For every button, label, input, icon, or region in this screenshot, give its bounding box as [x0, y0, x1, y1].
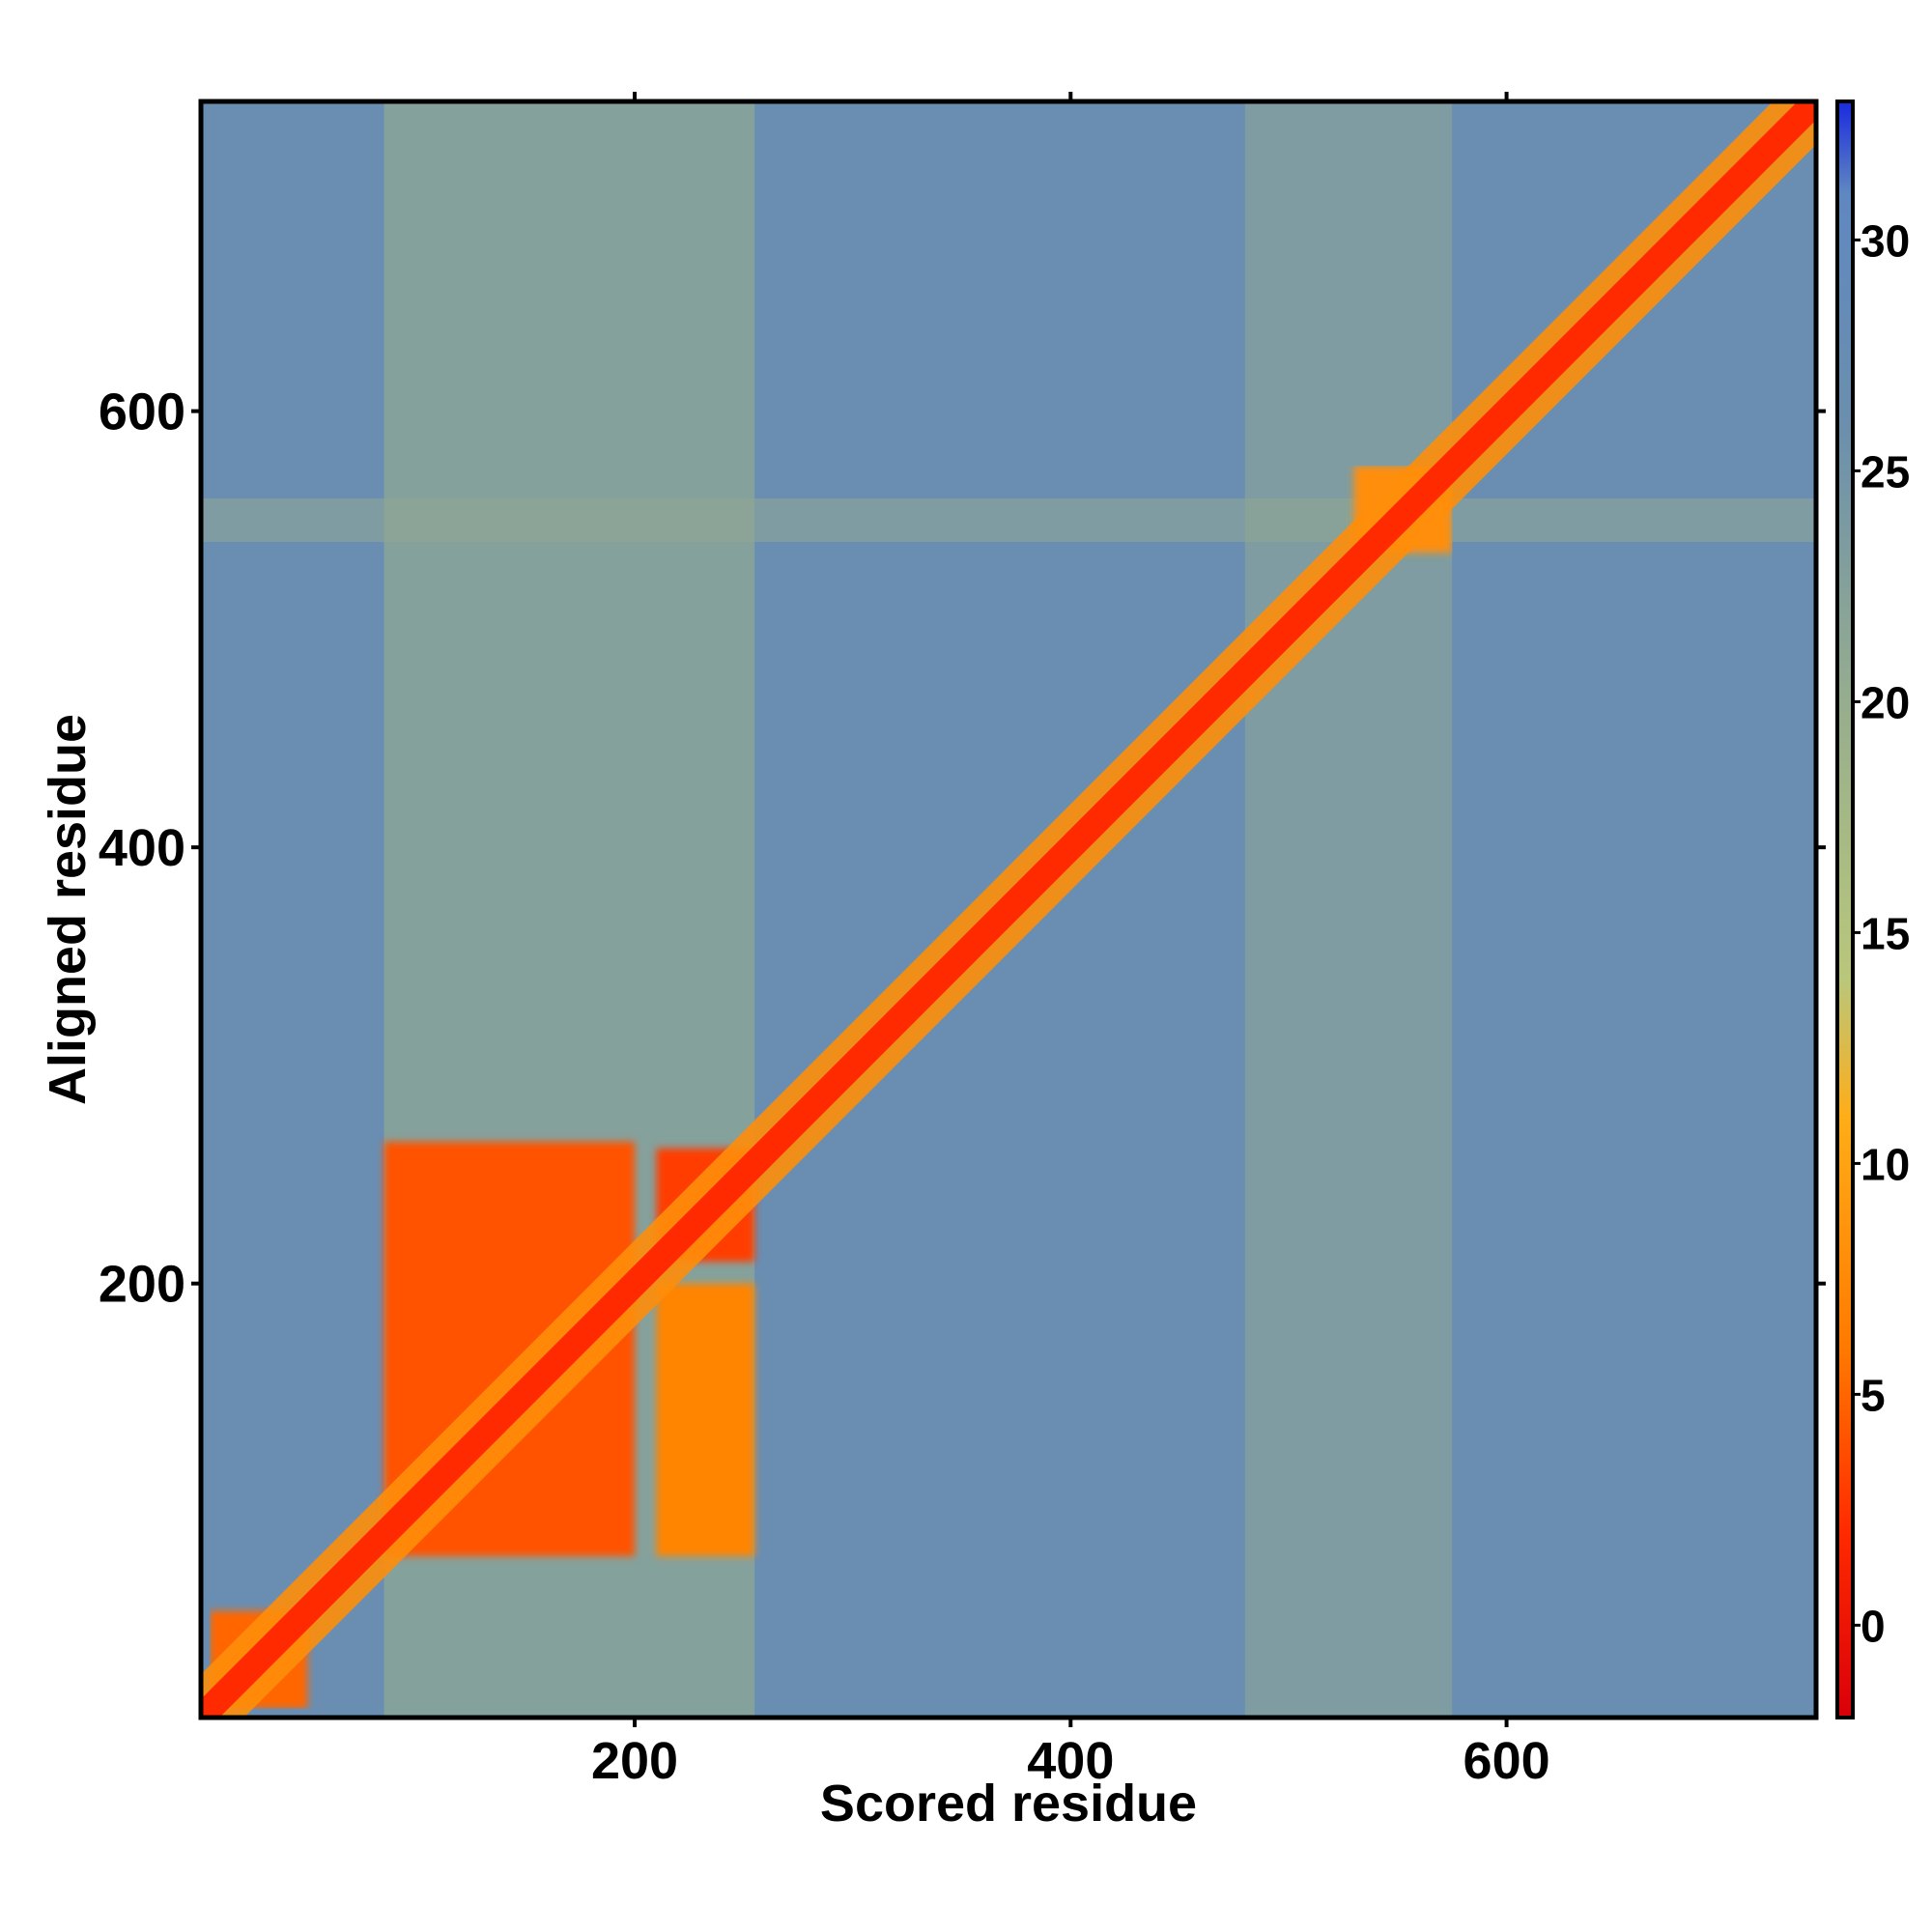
x-tick-label: 200 — [591, 1732, 678, 1790]
x-tick-label: 600 — [1463, 1732, 1550, 1790]
colorbar-tick-label: 30 — [1861, 215, 1910, 266]
y-tick-label: 400 — [99, 819, 185, 877]
colorbar-tick-label: 5 — [1861, 1370, 1886, 1420]
colorbar: 0 5 10 15 20 25 30 — [1835, 99, 1910, 1719]
colorbar-tick-label: 0 — [1861, 1601, 1886, 1651]
y-axis-ticks: 200 400 600 — [99, 384, 1826, 1314]
heatmap-band-2 — [201, 497, 1816, 543]
colorbar-tick-label: 25 — [1861, 446, 1910, 497]
colorbar-tick-label: 10 — [1861, 1139, 1910, 1189]
x-axis-title: Scored residue — [820, 1775, 1197, 1833]
y-tick-label: 200 — [99, 1256, 185, 1314]
heatmap-diagonal — [201, 101, 1816, 1718]
colorbar-tick-label: 15 — [1861, 908, 1910, 958]
colorbar-tick-label: 20 — [1861, 677, 1910, 727]
colorbar-frame — [1835, 99, 1855, 1719]
y-tick-label: 600 — [99, 384, 185, 441]
x-tick-label: 400 — [1027, 1732, 1114, 1790]
colorbar-gradient — [1837, 101, 1853, 1718]
heatmap-band-3 — [1244, 101, 1453, 1718]
diagonal-core — [201, 101, 1816, 1718]
plot-frame — [198, 99, 1819, 1720]
colorbar-ticks: 0 5 10 15 20 25 30 — [1853, 215, 1910, 1651]
y-axis-title: Aligned residue — [39, 714, 97, 1105]
heatmap-block-3 — [656, 1283, 755, 1556]
heatmap-plot-area — [201, 101, 1816, 1718]
x-axis-ticks: 200 400 600 — [591, 92, 1550, 1790]
